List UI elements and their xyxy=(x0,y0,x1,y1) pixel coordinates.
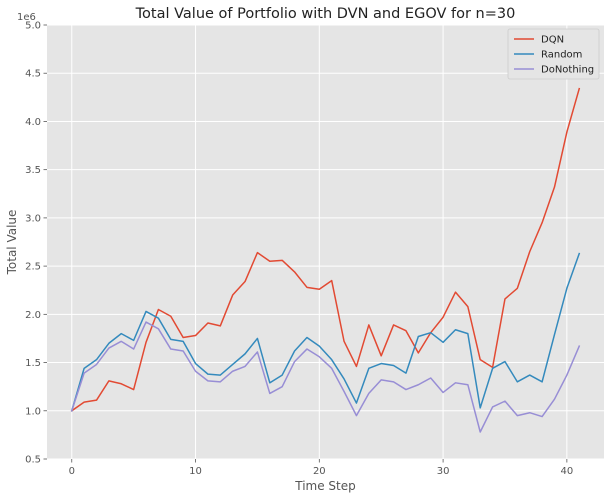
x-tick-label: 0 xyxy=(69,466,75,477)
chart-title: Total Value of Portfolio with DVN and EG… xyxy=(135,6,516,22)
y-tick-label: 1.5 xyxy=(25,358,41,369)
x-tick-label: 20 xyxy=(313,466,326,477)
series-lines xyxy=(70,87,581,433)
y-tick-label: 2.5 xyxy=(25,262,41,273)
legend-label-dqn: DQN xyxy=(541,35,564,46)
legend: DQN Random DoNothing xyxy=(507,28,600,80)
legend-label-donothing: DoNothing xyxy=(541,65,594,76)
y-axis-title: Total Value xyxy=(5,210,19,276)
x-tick-label: 30 xyxy=(437,466,450,477)
y-tick-label: 2.0 xyxy=(25,310,41,321)
series-line-donothing xyxy=(70,321,581,433)
y-tick-label: 0.5 xyxy=(25,455,41,466)
y-axis-offset-label: 1e6 xyxy=(17,12,36,23)
y-tick-label: 4.0 xyxy=(25,117,41,128)
legend-label-random: Random xyxy=(541,50,582,61)
grid-lines xyxy=(47,24,604,460)
y-tick-label: 4.5 xyxy=(25,69,41,80)
y-tick-label: 3.0 xyxy=(25,213,41,224)
y-tick-label: 5.0 xyxy=(25,21,41,32)
plot-area xyxy=(47,25,604,459)
y-tick-label: 3.5 xyxy=(25,165,41,176)
legend-box xyxy=(507,28,600,80)
x-tick-label: 40 xyxy=(560,466,573,477)
y-tick-label: 1.0 xyxy=(25,406,41,417)
axis-ticks: 0 10 20 30 40 0.5 1.0 1.5 2.0 2.5 3.0 3.5 4.0 4.5 5.0 xyxy=(25,21,573,478)
series-line-random xyxy=(70,252,581,412)
x-axis-title: Time Step xyxy=(294,479,356,493)
x-tick-label: 10 xyxy=(189,466,202,477)
series-line-dqn xyxy=(70,87,581,412)
